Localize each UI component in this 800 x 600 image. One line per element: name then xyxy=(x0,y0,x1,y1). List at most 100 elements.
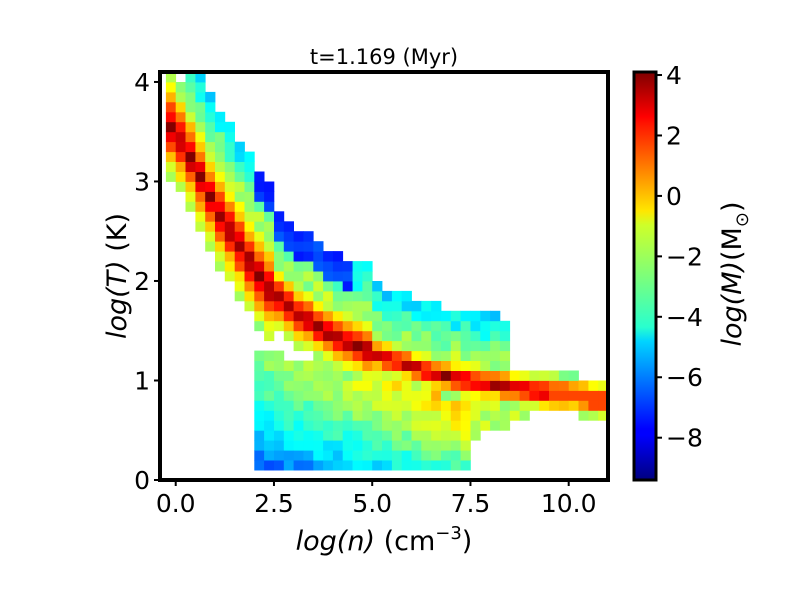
heatmap-cell xyxy=(460,310,471,322)
heatmap-cell xyxy=(352,430,363,441)
y-tick-label: 4 xyxy=(134,68,150,97)
heatmap-cell xyxy=(323,430,334,441)
heatmap-cell xyxy=(421,360,432,371)
heatmap-cell xyxy=(332,400,344,411)
heatmap-cell xyxy=(264,251,275,262)
heatmap-cell xyxy=(450,460,461,471)
heatmap-cell xyxy=(244,161,255,172)
heatmap-cell xyxy=(313,440,324,451)
heatmap-cell xyxy=(372,360,383,371)
heatmap-cell xyxy=(274,251,285,262)
heatmap-cell xyxy=(195,131,206,143)
heatmap-cell xyxy=(421,460,432,471)
heatmap-cell xyxy=(224,141,235,153)
heatmap-cell xyxy=(598,390,609,401)
x-axis-label-main: log(n) xyxy=(296,526,375,557)
x-axis-label-sup: −3 xyxy=(435,523,462,544)
heatmap-cell xyxy=(411,300,422,312)
heatmap-cell xyxy=(362,460,373,471)
heatmap-cell xyxy=(264,350,275,361)
heatmap-cell xyxy=(421,330,432,342)
heatmap-cell xyxy=(215,261,226,272)
heatmap-cell xyxy=(431,450,442,461)
plot-frame xyxy=(158,70,610,482)
heatmap-cell xyxy=(421,450,432,461)
heatmap-cell xyxy=(215,121,226,133)
heatmap-cell xyxy=(441,400,452,411)
heatmap-cell xyxy=(342,281,353,292)
heatmap-cell xyxy=(382,400,393,411)
heatmap-cell xyxy=(332,281,344,292)
heatmap-cell xyxy=(264,181,275,192)
heatmap-cell xyxy=(215,251,226,262)
heatmap-cell xyxy=(391,360,403,371)
heatmap-cell xyxy=(254,460,265,471)
heatmap-cell xyxy=(185,201,196,212)
heatmap-cell xyxy=(254,261,265,272)
heatmap-cell xyxy=(244,211,255,222)
heatmap-cell xyxy=(254,300,265,312)
heatmap-cell xyxy=(470,310,481,322)
heatmap-cell xyxy=(470,320,481,332)
heatmap-cell xyxy=(549,370,560,381)
heatmap-cell xyxy=(303,261,314,272)
heatmap-cell xyxy=(549,380,560,391)
heatmap-cell xyxy=(215,171,226,182)
heatmap-cell xyxy=(332,420,344,431)
heatmap-cell xyxy=(274,450,285,461)
heatmap-cell xyxy=(362,350,373,361)
heatmap-cell xyxy=(293,410,304,421)
heatmap-cell xyxy=(274,420,285,431)
heatmap-cell xyxy=(362,261,373,272)
heatmap-cell xyxy=(283,450,294,461)
heatmap-cell xyxy=(568,390,579,401)
heatmap-cell xyxy=(382,420,393,431)
heatmap-cell xyxy=(293,430,304,441)
heatmap-cell xyxy=(470,330,481,342)
heatmap-cell xyxy=(372,400,383,411)
heatmap-cell xyxy=(205,241,216,252)
heatmap-cell xyxy=(293,360,304,371)
heatmap-cell xyxy=(352,310,363,322)
heatmap-cell xyxy=(421,430,432,441)
heatmap-cell xyxy=(175,141,186,153)
heatmap-cell xyxy=(382,460,393,471)
heatmap-cell xyxy=(460,400,471,411)
heatmap-cell xyxy=(254,271,265,282)
heatmap-cell xyxy=(244,271,255,282)
heatmap-cell xyxy=(480,350,491,361)
x-tick-label: 2.5 xyxy=(254,489,294,518)
heatmap-cell xyxy=(254,281,265,292)
heatmap-cell xyxy=(480,310,491,322)
heatmap-cell xyxy=(205,231,216,242)
heatmap-cell xyxy=(303,330,314,342)
heatmap-cell xyxy=(391,380,403,391)
heatmap-cell xyxy=(470,400,481,411)
heatmap-cell xyxy=(205,161,216,172)
heatmap-cell xyxy=(391,310,403,322)
heatmap-cell xyxy=(441,330,452,342)
heatmap-cell xyxy=(401,300,412,312)
heatmap-cell xyxy=(421,440,432,451)
heatmap-cell xyxy=(254,211,265,222)
heatmap-cell xyxy=(450,320,461,332)
heatmap-cell xyxy=(195,171,206,182)
heatmap-cell xyxy=(205,141,216,153)
heatmap-cell xyxy=(342,350,353,361)
heatmap-cell xyxy=(195,111,206,123)
heatmap-cell xyxy=(283,390,294,401)
colorbar-tick-label: −4 xyxy=(666,303,703,332)
heatmap-cell xyxy=(323,290,334,302)
heatmap-cell xyxy=(382,330,393,342)
heatmap-cell xyxy=(234,161,245,172)
heatmap-cell xyxy=(224,211,235,222)
colorbar-tick-label: 2 xyxy=(666,121,682,150)
heatmap-cell xyxy=(264,290,275,302)
heatmap-cell xyxy=(342,271,353,282)
heatmap-cell xyxy=(558,400,570,411)
heatmap-cell xyxy=(283,310,294,322)
heatmap-cell xyxy=(342,330,353,342)
heatmap-cell xyxy=(293,300,304,312)
heatmap-cell xyxy=(362,310,373,322)
heatmap-cell xyxy=(382,410,393,421)
